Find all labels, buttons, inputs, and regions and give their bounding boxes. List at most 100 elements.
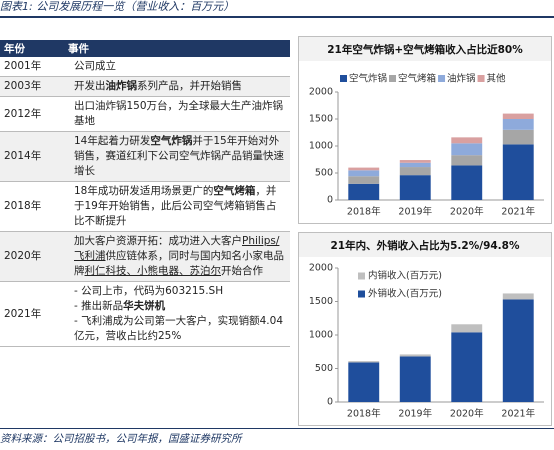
legend-swatch: [477, 75, 485, 82]
year-cell: 2012年: [0, 96, 64, 132]
event-text: 开发出: [74, 80, 106, 92]
event-cell: - 公司上市，代码为603215.SH - 推出新品华夫饼机 - 飞利浦成为公司第一…: [64, 281, 290, 347]
year-cell: 2020年: [0, 231, 64, 282]
title-band: [299, 233, 551, 257]
x-tick-label: 2021年: [501, 408, 535, 420]
bar-segment: [502, 144, 534, 200]
bar-segment: [451, 165, 483, 200]
bar-segment: [451, 324, 483, 333]
bar-segment: [348, 361, 380, 363]
y-tick-label: 1000: [309, 141, 333, 152]
table-row: 2012年 出口油炸锅150万台，为全球最大生产油炸锅基地: [0, 96, 290, 132]
charts: 21年空气炸锅+空气烤箱收入占比近80% 0 500 1000 1500 2000 2018…: [298, 36, 552, 426]
legend-label: 油炸锅: [447, 73, 476, 85]
y-tick-label: 1000: [309, 330, 333, 341]
table-row: 2018年 18年成功研发适用场景更广的空气烤箱，并于19年开始销售，此后公司空气…: [0, 181, 290, 232]
event-line: 加大客户资源开拓：成功进入大客户Philips/飞利浦供应链体系，同时与国内知名…: [74, 234, 286, 279]
event-cell: 出口油炸锅150万台，为全球最大生产油炸锅基地: [64, 96, 290, 132]
event-text: 加大客户资源开拓：成功进入大客户: [74, 235, 242, 247]
legend-swatch: [358, 272, 365, 280]
year-cell: 2014年: [0, 131, 64, 182]
event-text: - 飞利浦成为公司第一大客户，实现销额4.04亿元，营收占比约25%: [74, 315, 284, 342]
legend-label: 内销收入(百万元): [368, 270, 442, 282]
bar-segment: [451, 332, 483, 402]
bar-segment: [348, 183, 380, 200]
event-text: 出口油炸锅150万台，为全球最大生产油炸锅基地: [74, 100, 284, 127]
bar-segment: [451, 137, 483, 144]
y-tick-label: 500: [315, 363, 333, 374]
event-cell: 加大客户资源开拓：成功进入大客户Philips/飞利浦供应链体系，同时与国内知名…: [64, 231, 290, 282]
event-cell: 公司成立: [64, 57, 290, 77]
event-text: 供应链体系，同时与国内知名小家电品牌: [74, 250, 284, 277]
bar-segment: [502, 113, 534, 119]
event-line: 出口油炸锅150万台，为全球最大生产油炸锅基地: [74, 99, 286, 129]
bar-segment: [451, 155, 483, 166]
event-text: - 公司上市，代码为603215.SH: [74, 285, 224, 297]
x-tick-label: 2020年: [450, 206, 484, 218]
legend-swatch: [340, 75, 347, 82]
column-header: 年份: [0, 40, 64, 57]
event-text: 开始合作: [221, 265, 263, 277]
column-header: 事件: [64, 40, 290, 57]
event-cell: 14年起着力研发空气炸锅并于15年开始对外销售，赛道红利下公司空气炸锅产品销量快…: [64, 131, 290, 182]
bar-segment: [399, 175, 431, 200]
table-body: 2001年 公司成立 2003年 开发出油炸锅系列产品，并开始销售 2012年 出口油炸锅…: [0, 57, 290, 347]
bar-segment: [348, 362, 380, 402]
bar-segment: [399, 167, 431, 176]
bar-segment: [399, 354, 431, 357]
x-tick-label: 2019年: [398, 206, 432, 218]
chart-panel: 21年空气炸锅+空气烤箱收入占比近80% 0 500 1000 1500 2000 2018…: [298, 36, 552, 224]
bar-segment: [399, 356, 431, 402]
event-line: - 公司上市，代码为603215.SH: [74, 284, 286, 299]
y-tick-label: 500: [315, 168, 333, 179]
event-text: 油炸锅: [105, 80, 138, 92]
legend-label: 其他: [487, 73, 507, 85]
legend-label: 外销收入(百万元): [368, 288, 442, 300]
y-tick-label: 0: [327, 195, 333, 206]
bar-segment: [502, 119, 534, 130]
x-tick-label: 2021年: [501, 206, 535, 218]
event-text: 空气烤箱: [213, 185, 256, 197]
event-line: 14年起着力研发空气炸锅并于15年开始对外销售，赛道红利下公司空气炸锅产品销量快…: [74, 134, 286, 179]
event-text: 公司成立: [74, 60, 116, 72]
y-tick-label: 2000: [309, 87, 333, 98]
year-cell: 2018年: [0, 181, 64, 232]
y-tick-label: 1500: [309, 296, 333, 307]
event-line: - 飞利浦成为公司第一大客户，实现销额4.04亿元，营收占比约25%: [74, 314, 286, 344]
bar-segment: [451, 143, 483, 156]
x-tick-label: 2018年: [347, 408, 381, 420]
event-text: 利仁科技、小熊电器、苏泊尔: [84, 265, 222, 277]
event-text: Philips/飞利浦: [74, 235, 280, 262]
event-text: 并于15年开始对外销售，赛道红利下公司空气炸锅产品销量快速增长: [74, 135, 284, 177]
chart-title: 21年空气炸锅+空气烤箱收入占比近80%: [327, 43, 523, 56]
bar-segment: [348, 170, 380, 177]
event-line: 公司成立: [74, 59, 286, 74]
event-text: 系列产品，并开始销售: [137, 80, 242, 92]
legend-swatch: [389, 75, 397, 82]
figure-title: 图表1: 公司发展历程一览（营业收入：百万元）: [0, 0, 554, 18]
table-row: 2021年 - 公司上市，代码为603215.SH - 推出新品华夫饼机 - 飞利浦成…: [0, 281, 290, 347]
table-row: 2001年 公司成立: [0, 57, 290, 77]
bar-segment: [348, 176, 380, 184]
x-tick-label: 2019年: [398, 408, 432, 420]
event-line: - 推出新品华夫饼机: [74, 299, 286, 314]
event-text: 空气炸锅: [150, 135, 193, 147]
year-cell: 2003年: [0, 76, 64, 97]
event-cell: 开发出油炸锅系列产品，并开始销售: [64, 76, 290, 97]
year-cell: 2021年: [0, 281, 64, 347]
bar-segment: [502, 299, 534, 402]
legend-swatch: [438, 75, 446, 82]
event-line: 开发出油炸锅系列产品，并开始销售: [74, 79, 286, 94]
bar-segment: [502, 129, 534, 145]
bar-segment: [502, 293, 534, 300]
table-header: 年份 事件: [0, 40, 290, 57]
bar-segment: [399, 160, 431, 163]
bar-segment: [348, 167, 380, 171]
event-line: 18年成功研发适用场景更广的空气烤箱，并于19年开始销售，此后公司空气烤箱销售占…: [74, 184, 286, 229]
event-text: 14年起着力研发: [74, 135, 151, 147]
chart-title: 21年内、外销收入占比为5.2%/94.8%: [331, 239, 520, 252]
event-text: ，并于19年开始销售，此后公司空气烤箱销售占比不断提升: [74, 185, 277, 227]
x-tick-label: 2018年: [347, 206, 381, 218]
event-cell: 18年成功研发适用场景更广的空气烤箱，并于19年开始销售，此后公司空气烤箱销售占…: [64, 181, 290, 232]
